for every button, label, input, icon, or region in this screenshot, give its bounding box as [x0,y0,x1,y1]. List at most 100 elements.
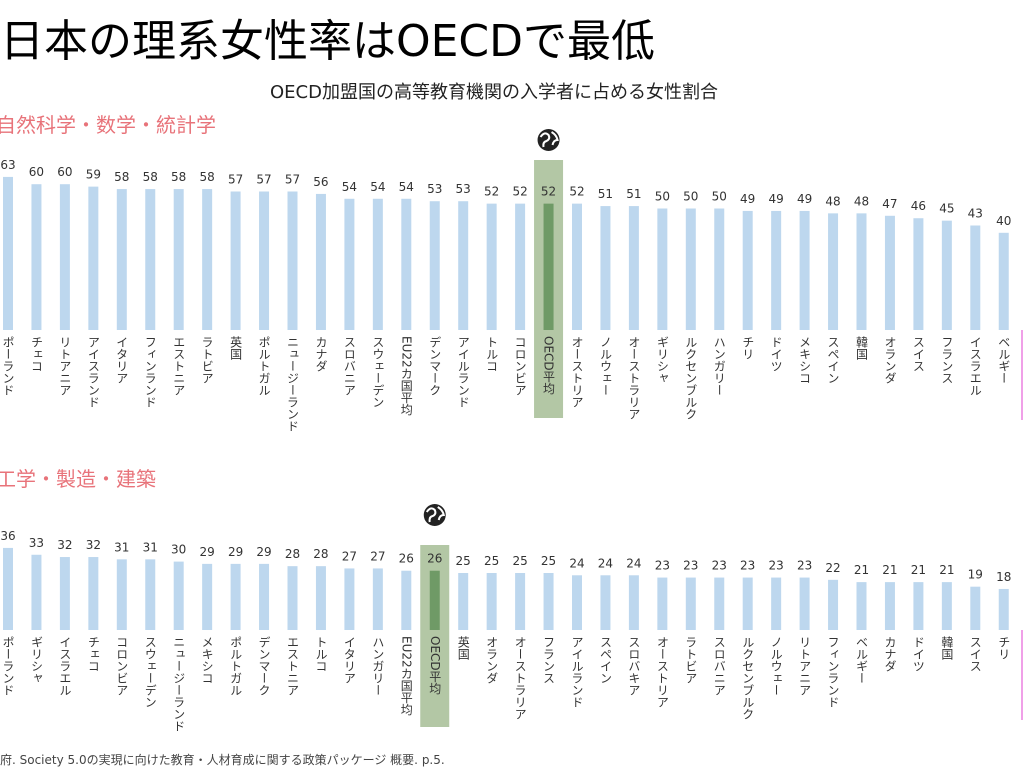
bar [515,203,526,330]
bar [657,208,668,330]
x-tick-label: ハンガリー [371,636,385,696]
x-tick-label: チリ [741,336,755,360]
value-label: 53 [427,182,442,196]
x-tick-label: スロバニア [712,636,726,696]
value-label: 32 [86,538,101,552]
globe-icon [539,131,559,148]
x-tick-label: チェコ [86,636,100,672]
x-tick-label: フランス [940,336,954,384]
x-tick-label: ポルトガル [229,636,243,696]
bar [941,582,952,630]
value-label: 50 [712,190,727,204]
value-label: 60 [29,165,44,179]
bar [941,220,952,330]
value-label: 25 [484,554,499,568]
x-tick-label: ポーランド [1,636,15,696]
x-tick-label: ハンガリー [712,336,726,396]
bar [31,184,42,330]
value-label: 46 [911,199,926,213]
x-tick-label: 英国 [229,336,243,360]
x-tick-label: カナダ [314,336,328,372]
value-label: 25 [456,554,471,568]
bar [884,582,895,630]
value-label: 23 [683,559,698,573]
x-tick-label: コロンビア [115,636,129,696]
slide-title: 日本の理系女性率はOECDで最低 [0,16,655,67]
x-tick-label: オーストラリア [513,636,527,720]
x-tick-label: オランダ [485,636,499,684]
bar [856,582,867,630]
bar [685,577,696,630]
x-tick-label: イタリア [115,336,129,384]
value-label: 29 [200,545,215,559]
bar [429,201,440,330]
value-label: 28 [313,547,328,561]
bar [145,189,156,330]
value-label: 58 [200,170,215,184]
bar [714,577,725,630]
value-label: 24 [569,556,584,570]
bar [515,573,526,630]
bar [913,582,924,630]
x-tick-label: オランダ [883,336,897,384]
value-label: 27 [370,549,385,563]
value-label: 49 [769,192,784,206]
x-tick-label: フィンランド [826,636,840,708]
x-tick-label: OECD平均 [542,336,556,395]
x-tick-label: スロバニア [342,336,356,396]
bar [771,577,782,630]
value-label: 54 [342,180,357,194]
bar [116,189,127,330]
x-tick-label: オーストリア [570,336,584,408]
x-tick-label: ノルウェー [598,336,612,396]
bar [970,586,981,630]
bar [628,575,639,630]
value-label: 49 [740,192,755,206]
value-label: 54 [399,180,414,194]
x-tick-label: EU22カ国平均 [399,336,413,416]
value-label: 24 [598,556,613,570]
x-tick-label: ギリシャ [29,636,43,684]
x-tick-label: ラトビア [200,336,214,384]
value-label: 23 [740,559,755,573]
bar [458,573,469,630]
chart-title: 自然科学・数学・統計学 [0,113,216,137]
x-tick-label: フランス [542,636,556,684]
x-tick-label: ルクセンブルク [684,336,698,420]
x-tick-label: イスラエル [58,636,72,696]
value-label: 33 [29,536,44,550]
x-tick-label: ポルトガル [257,336,271,396]
bar [202,563,213,630]
value-label: 18 [996,570,1011,584]
bar [799,210,810,330]
value-label: 59 [86,168,101,182]
value-label: 63 [0,158,15,172]
bar [315,566,326,630]
x-tick-label: ニュージーランド [286,336,300,432]
bar [145,559,156,630]
bar [884,215,895,330]
bar [3,176,13,330]
x-tick-label: トルコ [314,636,328,672]
value-label: 48 [825,194,840,208]
value-label: 52 [569,185,584,199]
bar [828,213,839,330]
bar [3,547,13,630]
value-label: 52 [484,185,499,199]
value-label: 40 [996,214,1011,228]
value-label: 23 [712,559,727,573]
x-tick-label: 英国 [456,636,470,660]
x-tick-label: デンマーク [257,636,271,696]
bar [372,568,383,630]
bar [202,189,213,330]
x-tick-label: チェコ [29,336,43,372]
bar [714,208,725,330]
x-tick-label: ドイツ [911,636,925,672]
value-label: 21 [882,563,897,577]
value-label: 26 [399,552,414,566]
bar [59,184,70,330]
bar [600,575,611,630]
globe-icon [425,506,445,523]
x-tick-label: EU22カ国平均 [399,636,413,716]
